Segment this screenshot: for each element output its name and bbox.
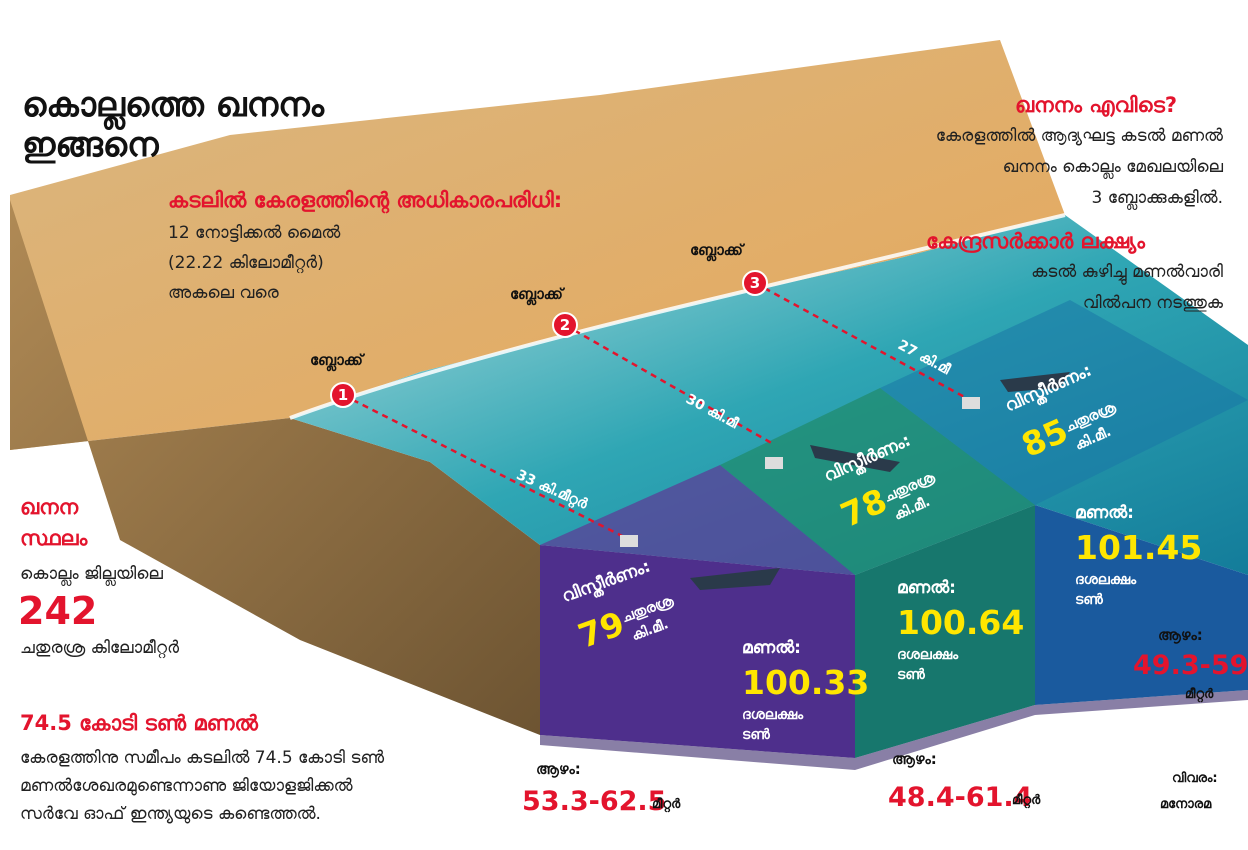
block-number: 2 bbox=[559, 316, 571, 334]
block-label: ബ്ലോക്ക് bbox=[510, 285, 563, 303]
block-number: 1 bbox=[337, 386, 349, 404]
depth-value: 49.3-59 bbox=[1133, 650, 1248, 681]
text-line: കടൽ കുഴിച്ചു മണൽവാരി bbox=[1031, 262, 1223, 282]
block-1-top bbox=[540, 465, 855, 575]
marker bbox=[330, 382, 356, 408]
text-line: ഖനനം കൊല്ലം മേഖലയിലെ bbox=[1002, 157, 1223, 177]
sand-unit: ദശലക്ഷം bbox=[742, 707, 804, 723]
marker bbox=[742, 270, 768, 296]
sand-unit: ടൺ bbox=[742, 727, 770, 743]
distance-line bbox=[342, 393, 631, 542]
markers bbox=[330, 270, 768, 408]
ships bbox=[620, 372, 1070, 590]
credit: വിവരം: bbox=[1172, 771, 1218, 786]
distance-lines bbox=[342, 281, 971, 542]
shore-foam bbox=[289, 213, 1066, 420]
text-line: കേരളത്തിനു സമീപം കടലിൽ 74.5 കോടി ടൺ bbox=[20, 748, 385, 768]
block-2-face bbox=[855, 505, 1035, 758]
heading: കേന്ദ്രസർക്കാർ ലക്ഷ്യം bbox=[926, 229, 1145, 253]
title: കൊല്ലത്തെ ഖനനം bbox=[22, 85, 324, 125]
text-line: ചതുരശ്ര കിലോമീറ്റർ bbox=[20, 638, 180, 658]
heading: കടലിൽ കേരളത്തിന്റെ അധികാരപരിധി: bbox=[168, 188, 563, 212]
depth-unit: മീറ്റർ bbox=[1185, 687, 1214, 702]
cliff bbox=[10, 200, 540, 735]
heading: ഖനന bbox=[20, 495, 79, 519]
sand-label: മണൽ: bbox=[1075, 503, 1134, 523]
rig bbox=[620, 535, 638, 547]
block-label: ബ്ലോക്ക് bbox=[310, 351, 363, 369]
depth-label: ആഴം: bbox=[892, 750, 937, 768]
value: 242 bbox=[18, 589, 98, 633]
seabed bbox=[540, 690, 1248, 770]
block-2-top bbox=[720, 388, 1035, 575]
block-1-face bbox=[540, 545, 855, 758]
sand-unit: ടൺ bbox=[1075, 592, 1103, 608]
block-number: 3 bbox=[749, 274, 761, 292]
ship bbox=[690, 568, 780, 590]
depth-value: 48.4-61.4 bbox=[888, 782, 1033, 813]
sand-label: മണൽ: bbox=[742, 638, 801, 658]
sand-unit: ടൺ bbox=[897, 667, 925, 683]
text-line: കൊല്ലം ജില്ലയിലെ bbox=[20, 564, 163, 584]
heading: സ്ഥലം bbox=[20, 526, 88, 550]
distance-line bbox=[754, 281, 971, 402]
sand-value: 100.64 bbox=[897, 603, 1025, 642]
rig bbox=[962, 397, 980, 409]
block-3-face bbox=[1035, 505, 1248, 705]
rig bbox=[765, 457, 783, 469]
block-label: ബ്ലോക്ക് bbox=[690, 241, 743, 259]
credit: മനോരമ bbox=[1160, 797, 1212, 812]
land-top bbox=[10, 40, 1065, 450]
depth-label: ആഴം: bbox=[1158, 626, 1203, 644]
title: ഇങ്ങനെ bbox=[22, 125, 159, 165]
sand-unit: ദശലക്ഷം bbox=[897, 647, 959, 663]
text-line: (22.22 കിലോമീറ്റർ) bbox=[168, 253, 324, 273]
heading: ഖനനം എവിടെ? bbox=[1015, 93, 1177, 117]
ship bbox=[1000, 372, 1070, 392]
sand-value: 101.45 bbox=[1075, 528, 1203, 567]
heading: 74.5 കോടി ടൺ മണൽ bbox=[20, 711, 258, 735]
depth-label: ആഴം: bbox=[536, 760, 581, 778]
block-3-top bbox=[880, 300, 1248, 505]
depth-unit: മീറ്റർ bbox=[1012, 793, 1041, 808]
text-line: സർവേ ഓഫ് ഇന്ത്യയുടെ കണ്ടെത്തൽ. bbox=[20, 804, 321, 824]
text-line: 12 നോട്ടിക്കൽ മൈൽ bbox=[168, 223, 341, 243]
sand-value: 100.33 bbox=[742, 663, 870, 702]
sand-label: മണൽ: bbox=[897, 578, 956, 598]
marker bbox=[552, 312, 578, 338]
depth-unit: മീറ്റർ bbox=[652, 797, 681, 812]
text-line: അകലെ വരെ bbox=[168, 283, 279, 303]
distance-line bbox=[564, 323, 776, 447]
text-line: കേരളത്തിൽ ആദ്യഘട്ട കടൽ മണൽ bbox=[935, 126, 1223, 146]
text-line: 3 ബ്ലോക്കുകളിൽ. bbox=[1091, 188, 1223, 208]
depth-value: 53.3-62.5 bbox=[522, 786, 667, 817]
text-line: വിൽപന നടത്തുക bbox=[1082, 293, 1223, 313]
ship bbox=[810, 445, 900, 472]
text-line: മണൽശേഖരമുണ്ടെന്നാണു ജിയോളജിക്കൽ bbox=[20, 776, 353, 796]
sand-unit: ദശലക്ഷം bbox=[1075, 572, 1137, 588]
